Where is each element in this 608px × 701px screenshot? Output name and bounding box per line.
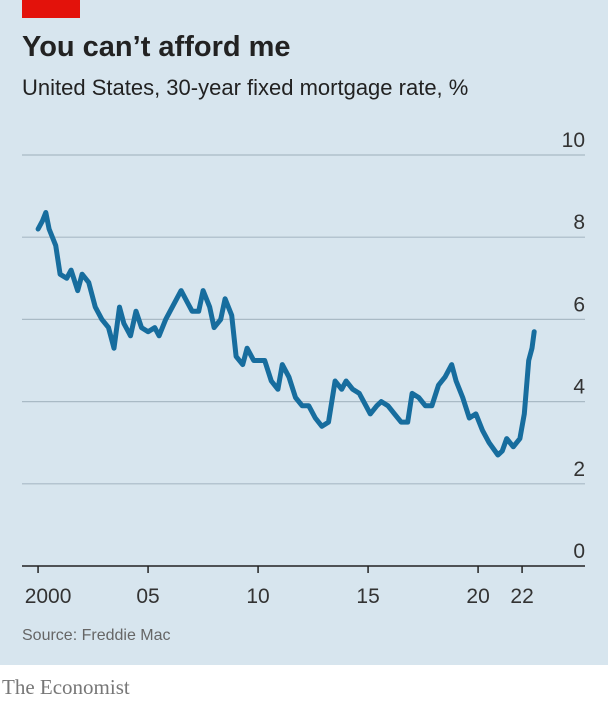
- y-tick-label: 2: [573, 458, 585, 481]
- y-tick-label: 8: [573, 211, 585, 234]
- x-tick-label: 10: [246, 585, 269, 608]
- x-tick-label: 22: [510, 585, 533, 608]
- y-tick-label: 4: [573, 376, 585, 399]
- red-tag: [22, 0, 80, 18]
- y-tick-label: 0: [573, 540, 585, 563]
- x-tick-label: 20: [466, 585, 489, 608]
- background: [0, 0, 608, 665]
- chart-subtitle: United States, 30-year fixed mortgage ra…: [22, 75, 468, 100]
- x-tick-label: 05: [136, 585, 159, 608]
- data-line: [35, 210, 537, 458]
- brand: The Economist: [2, 675, 130, 699]
- y-tick-label: 10: [562, 129, 585, 152]
- source: Source: Freddie Mac: [22, 627, 171, 644]
- x-tick-label: 15: [356, 585, 379, 608]
- y-tick-label: 6: [573, 293, 585, 316]
- x-tick-label: 2000: [25, 585, 72, 608]
- chart-title: You can’t afford me: [22, 31, 291, 63]
